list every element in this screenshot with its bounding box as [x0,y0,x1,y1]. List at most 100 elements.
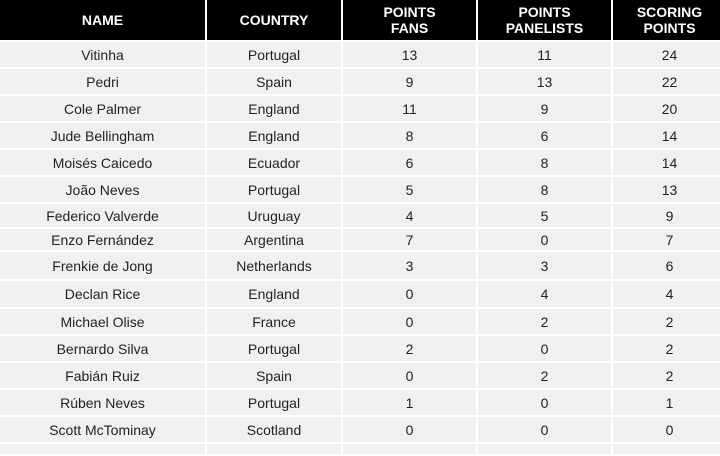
cell-points-panelists: 0 [478,417,611,442]
cell-points-panelists: 11 [478,42,611,67]
cell-points-panelists: 3 [478,252,611,279]
table-row: Vitinha Portugal 13 11 24 [0,42,720,67]
cell-points-panelists: 8 [478,177,611,202]
table-row: Jude Bellingham England 8 6 14 [0,123,720,148]
cell-scoring-points: 22 [613,69,720,94]
cell-points-fans: 11 [343,96,476,121]
cell-scoring-points: 0 [613,417,720,442]
cell-country: France [207,309,341,334]
cell-country: Uruguay [207,204,341,227]
cell-name: Frenkie de Jong [0,252,205,279]
cell-points-panelists: 0 [478,229,611,250]
table-row: Pedri Spain 9 13 22 [0,69,720,94]
cell-points-fans: 5 [343,177,476,202]
cell-empty [0,444,205,454]
cell-scoring-points: 24 [613,42,720,67]
header-points-panelists: POINTS PANELISTS [478,0,611,40]
cell-scoring-points: 4 [613,281,720,307]
table-row: João Neves Portugal 5 8 13 [0,177,720,202]
header-country: COUNTRY [207,0,341,40]
table-row: Declan Rice England 0 4 4 [0,281,720,307]
table-row: Bernardo Silva Portugal 2 0 2 [0,336,720,361]
table-row: Frenkie de Jong Netherlands 3 3 6 [0,252,720,279]
cell-points-fans: 13 [343,42,476,67]
table-row: Scott McTominay Scotland 0 0 0 [0,417,720,442]
cell-country: Argentina [207,229,341,250]
cell-name: Rúben Neves [0,390,205,415]
cell-points-panelists: 5 [478,204,611,227]
cell-empty [478,444,611,454]
table-row: Cole Palmer England 11 9 20 [0,96,720,121]
header-points-fans: POINTS FANS [343,0,476,40]
cell-name: João Neves [0,177,205,202]
cell-empty [343,444,476,454]
cell-scoring-points: 6 [613,252,720,279]
cell-country: England [207,123,341,148]
cell-scoring-points: 20 [613,96,720,121]
cell-points-panelists: 2 [478,309,611,334]
header-name: NAME [0,0,205,40]
cell-name: Pedri [0,69,205,94]
header-scoring-points: SCORING POINTS [613,0,720,40]
cell-name: Federico Valverde [0,204,205,227]
cell-empty [613,444,720,454]
cell-scoring-points: 2 [613,363,720,388]
cell-name: Declan Rice [0,281,205,307]
cell-scoring-points: 13 [613,177,720,202]
cell-scoring-points: 9 [613,204,720,227]
cell-country: England [207,281,341,307]
cell-country: Ecuador [207,150,341,175]
cell-scoring-points: 7 [613,229,720,250]
header-row: NAME COUNTRY POINTS FANS POINTS PANELIST… [0,0,720,40]
cell-name: Fabián Ruiz [0,363,205,388]
table-row: Fabián Ruiz Spain 0 2 2 [0,363,720,388]
cell-name: Bernardo Silva [0,336,205,361]
cell-points-panelists: 0 [478,336,611,361]
cell-country: Portugal [207,177,341,202]
cell-points-fans: 8 [343,123,476,148]
table-row: Federico Valverde Uruguay 4 5 9 [0,204,720,227]
cell-points-fans: 9 [343,69,476,94]
cell-country: England [207,96,341,121]
cell-points-panelists: 0 [478,390,611,415]
table-row: Moisés Caicedo Ecuador 6 8 14 [0,150,720,175]
cell-points-panelists: 13 [478,69,611,94]
cell-points-fans: 0 [343,417,476,442]
table-row: Michael Olise France 0 2 2 [0,309,720,334]
cell-name: Moisés Caicedo [0,150,205,175]
cell-country: Portugal [207,336,341,361]
cell-points-panelists: 9 [478,96,611,121]
cell-points-fans: 1 [343,390,476,415]
table-row-partial [0,444,720,454]
cell-scoring-points: 2 [613,309,720,334]
cell-country: Scotland [207,417,341,442]
cell-points-fans: 0 [343,281,476,307]
cell-points-fans: 0 [343,309,476,334]
cell-points-panelists: 6 [478,123,611,148]
cell-points-fans: 6 [343,150,476,175]
table-row: Rúben Neves Portugal 1 0 1 [0,390,720,415]
cell-country: Portugal [207,390,341,415]
cell-points-fans: 7 [343,229,476,250]
cell-points-fans: 2 [343,336,476,361]
cell-country: Portugal [207,42,341,67]
cell-points-panelists: 8 [478,150,611,175]
cell-points-fans: 0 [343,363,476,388]
cell-name: Vitinha [0,42,205,67]
cell-country: Spain [207,363,341,388]
cell-name: Enzo Fernández [0,229,205,250]
cell-points-fans: 4 [343,204,476,227]
cell-country: Spain [207,69,341,94]
cell-empty [207,444,341,454]
cell-name: Scott McTominay [0,417,205,442]
cell-name: Michael Olise [0,309,205,334]
table-row: Enzo Fernández Argentina 7 0 7 [0,229,720,250]
cell-country: Netherlands [207,252,341,279]
cell-scoring-points: 1 [613,390,720,415]
cell-points-panelists: 2 [478,363,611,388]
cell-name: Cole Palmer [0,96,205,121]
cell-points-panelists: 4 [478,281,611,307]
cell-scoring-points: 14 [613,150,720,175]
cell-name: Jude Bellingham [0,123,205,148]
